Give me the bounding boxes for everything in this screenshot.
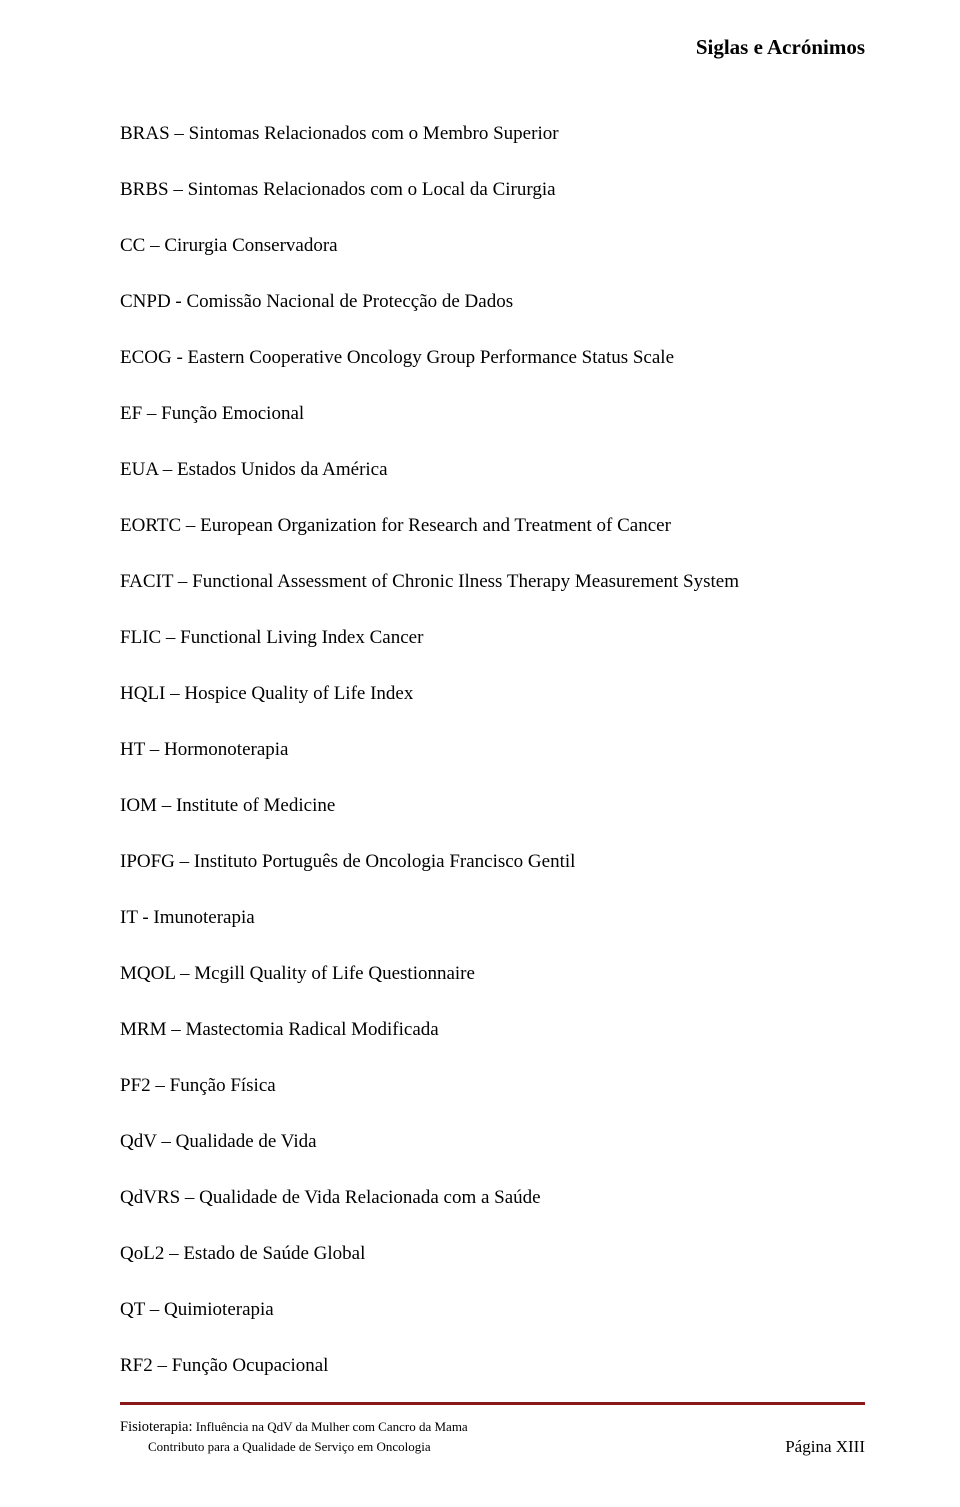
acronym-entry: QoL2 – Estado de Saúde Global bbox=[120, 1240, 865, 1269]
footer-row: Fisioterapia: Influência na QdV da Mulhe… bbox=[120, 1417, 865, 1457]
acronym-entry: QdV – Qualidade de Vida bbox=[120, 1128, 865, 1157]
acronym-entry: QT – Quimioterapia bbox=[120, 1296, 865, 1325]
acronym-entry: PF2 – Função Física bbox=[120, 1072, 865, 1101]
acronym-entry: FLIC – Functional Living Index Cancer bbox=[120, 624, 865, 653]
document-page: Siglas e Acrónimos BRAS – Sintomas Relac… bbox=[0, 0, 960, 1507]
acronym-entry: FACIT – Functional Assessment of Chronic… bbox=[120, 568, 865, 597]
acronym-entry: BRAS – Sintomas Relacionados com o Membr… bbox=[120, 120, 865, 149]
acronym-entry: IT - Imunoterapia bbox=[120, 904, 865, 933]
acronym-entry: CC – Cirurgia Conservadora bbox=[120, 232, 865, 261]
footer-line1-a: Fisioterapia: bbox=[120, 1419, 193, 1435]
acronym-entry: EUA – Estados Unidos da América bbox=[120, 456, 865, 485]
footer-line1-b: Influência na QdV da Mulher com Cancro d… bbox=[193, 1419, 468, 1434]
acronym-entry: IPOFG – Instituto Português de Oncologia… bbox=[120, 848, 865, 877]
acronym-list: BRAS – Sintomas Relacionados com o Membr… bbox=[120, 120, 865, 1381]
acronym-entry: HQLI – Hospice Quality of Life Index bbox=[120, 680, 865, 709]
footer-line-1: Fisioterapia: Influência na QdV da Mulhe… bbox=[120, 1417, 468, 1438]
footer-divider bbox=[120, 1402, 865, 1405]
acronym-entry: BRBS – Sintomas Relacionados com o Local… bbox=[120, 176, 865, 205]
acronym-entry: RF2 – Função Ocupacional bbox=[120, 1352, 865, 1381]
acronym-entry: QdVRS – Qualidade de Vida Relacionada co… bbox=[120, 1184, 865, 1213]
acronym-entry: MRM – Mastectomia Radical Modificada bbox=[120, 1016, 865, 1045]
acronym-entry: IOM – Institute of Medicine bbox=[120, 792, 865, 821]
acronym-entry: ECOG - Eastern Cooperative Oncology Grou… bbox=[120, 344, 865, 373]
acronym-entry: EORTC – European Organization for Resear… bbox=[120, 512, 865, 541]
acronym-entry: MQOL – Mcgill Quality of Life Questionna… bbox=[120, 960, 865, 989]
acronym-entry: CNPD - Comissão Nacional de Protecção de… bbox=[120, 288, 865, 317]
footer-left-block: Fisioterapia: Influência na QdV da Mulhe… bbox=[120, 1417, 468, 1457]
acronym-entry: HT – Hormonoterapia bbox=[120, 736, 865, 765]
acronym-entry: EF – Função Emocional bbox=[120, 400, 865, 429]
page-header-title: Siglas e Acrónimos bbox=[120, 35, 865, 60]
footer-page-number: Página XIII bbox=[785, 1437, 865, 1457]
page-footer: Fisioterapia: Influência na QdV da Mulhe… bbox=[120, 1402, 865, 1457]
footer-line-2: Contributo para a Qualidade de Serviço e… bbox=[120, 1438, 468, 1457]
